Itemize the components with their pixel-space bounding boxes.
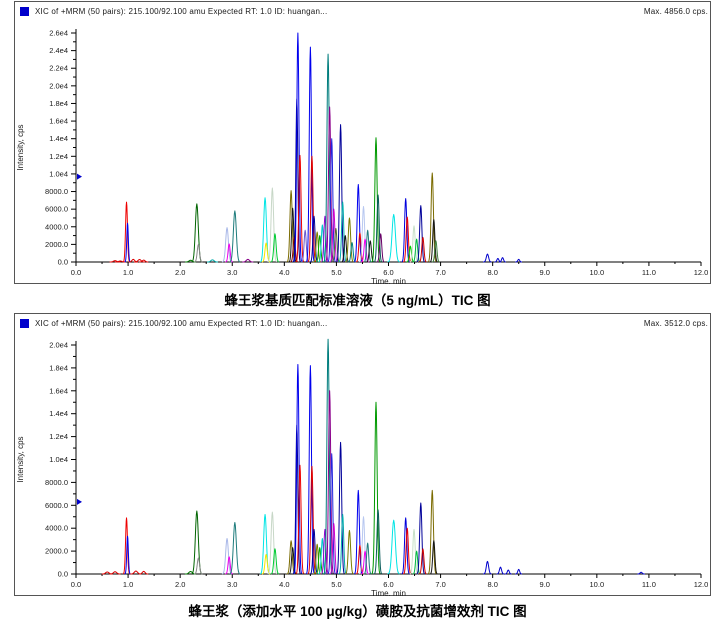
svg-text:1.2e4: 1.2e4 — [49, 152, 68, 161]
svg-text:9.0: 9.0 — [540, 268, 550, 277]
svg-text:6.0: 6.0 — [383, 580, 393, 589]
figure-caption-2: 蜂王浆（添加水平 100 μg/kg）磺胺及抗菌增效剂 TIC 图 — [188, 604, 527, 619]
svg-text:5.0: 5.0 — [331, 580, 341, 589]
xic-title: XIC of +MRM (50 pairs): 215.100/92.100 a… — [35, 318, 328, 328]
svg-text:8.0: 8.0 — [487, 268, 497, 277]
panel-header: XIC of +MRM (50 pairs): 215.100/92.100 a… — [15, 2, 710, 19]
svg-text:7.0: 7.0 — [435, 580, 445, 589]
trace-color-swatch-icon — [20, 6, 29, 16]
chromatogram-plot[interactable]: 0.0 2000.0 4000.0 6000.0 8000.0 1.0e4 1.2e4 1.4… — [15, 19, 710, 285]
svg-text:0.0: 0.0 — [71, 268, 81, 277]
svg-text:8000.0: 8000.0 — [45, 187, 68, 196]
svg-text:7.0: 7.0 — [435, 268, 445, 277]
svg-text:8.0: 8.0 — [487, 580, 497, 589]
svg-text:12.0: 12.0 — [694, 580, 709, 589]
svg-text:1.6e4: 1.6e4 — [49, 386, 68, 395]
xic-title: XIC of +MRM (50 pairs): 215.100/92.100 a… — [35, 6, 328, 16]
svg-text:4000.0: 4000.0 — [45, 222, 68, 231]
svg-text:1.0e4: 1.0e4 — [49, 169, 68, 178]
svg-text:1.4e4: 1.4e4 — [49, 409, 68, 418]
svg-text:3.0: 3.0 — [227, 580, 237, 589]
svg-text:Intensity, cps: Intensity, cps — [16, 124, 25, 170]
svg-text:10.0: 10.0 — [590, 268, 605, 277]
svg-text:6000.0: 6000.0 — [45, 501, 68, 510]
svg-text:2.0e4: 2.0e4 — [49, 341, 68, 350]
svg-text:1.0e4: 1.0e4 — [49, 455, 68, 464]
svg-text:5.0: 5.0 — [331, 268, 341, 277]
svg-text:0.0: 0.0 — [71, 580, 81, 589]
trace-color-swatch-icon — [20, 318, 29, 328]
svg-text:Time, min: Time, min — [371, 589, 406, 596]
panel-header: XIC of +MRM (50 pairs): 215.100/92.100 a… — [15, 314, 710, 331]
svg-text:1.0: 1.0 — [123, 580, 133, 589]
svg-text:1.8e4: 1.8e4 — [49, 363, 68, 372]
svg-text:9.0: 9.0 — [540, 580, 550, 589]
svg-text:Intensity, cps: Intensity, cps — [16, 436, 25, 482]
svg-text:0.0: 0.0 — [58, 570, 68, 579]
svg-text:Time, min: Time, min — [371, 277, 406, 284]
chromatogram-plot[interactable]: 0.0 2000.0 4000.0 6000.0 8000.0 1.0e4 1.2e4 1.4… — [15, 331, 710, 596]
svg-text:4000.0: 4000.0 — [45, 524, 68, 533]
svg-text:2.2e4: 2.2e4 — [49, 64, 68, 73]
svg-text:8000.0: 8000.0 — [45, 478, 68, 487]
svg-text:4.0: 4.0 — [279, 268, 289, 277]
svg-text:10.0: 10.0 — [590, 580, 605, 589]
svg-text:4.0: 4.0 — [279, 580, 289, 589]
svg-text:2.0: 2.0 — [175, 580, 185, 589]
svg-text:0.0: 0.0 — [58, 258, 68, 267]
svg-text:1.8e4: 1.8e4 — [49, 99, 68, 108]
chromatogram-panel-1: XIC of +MRM (50 pairs): 215.100/92.100 a… — [14, 1, 711, 284]
svg-text:2.6e4: 2.6e4 — [49, 29, 68, 38]
svg-text:11.0: 11.0 — [642, 268, 656, 277]
max-intensity-label: Max. 3512.0 cps. — [643, 318, 708, 328]
svg-text:1.2e4: 1.2e4 — [49, 432, 68, 441]
svg-text:12.0: 12.0 — [694, 268, 709, 277]
svg-text:2.0e4: 2.0e4 — [49, 81, 68, 90]
svg-text:3.0: 3.0 — [227, 268, 237, 277]
svg-text:6.0: 6.0 — [383, 268, 393, 277]
svg-text:2.0: 2.0 — [175, 268, 185, 277]
svg-text:1.0: 1.0 — [123, 268, 133, 277]
svg-text:2000.0: 2000.0 — [45, 240, 68, 249]
svg-text:2.4e4: 2.4e4 — [49, 46, 68, 55]
svg-text:1.4e4: 1.4e4 — [49, 134, 68, 143]
svg-text:11.0: 11.0 — [642, 580, 656, 589]
svg-text:1.6e4: 1.6e4 — [49, 117, 68, 126]
svg-text:6000.0: 6000.0 — [45, 205, 68, 214]
svg-text:2000.0: 2000.0 — [45, 547, 68, 556]
max-intensity-label: Max. 4856.0 cps. — [643, 6, 708, 16]
figure-caption-1: 蜂王浆基质匹配标准溶液（5 ng/mL）TIC 图 — [224, 293, 491, 308]
chromatogram-panel-2: XIC of +MRM (50 pairs): 215.100/92.100 a… — [14, 313, 711, 596]
